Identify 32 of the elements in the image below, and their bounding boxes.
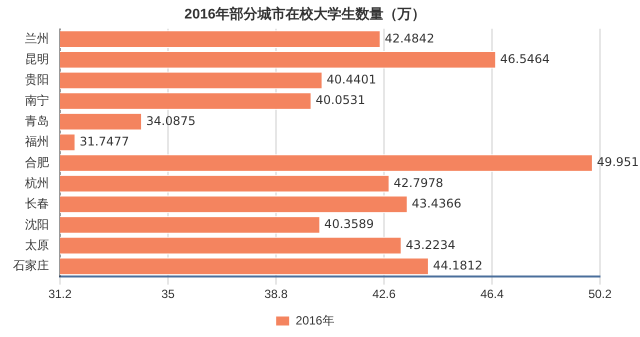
x-tick-label: 50.2 <box>588 287 612 302</box>
x-tick-label: 35 <box>161 287 175 302</box>
y-tick-label: 沈阳 <box>25 217 49 232</box>
data-label: 40.4401 <box>326 72 376 87</box>
data-label: 44.1812 <box>432 258 483 272</box>
y-tick-label: 福州 <box>25 134 49 149</box>
data-label: 43.2234 <box>406 238 456 252</box>
data-label: 34.0875 <box>146 114 196 128</box>
y-tick-label: 太原 <box>25 238 49 252</box>
chart-title: 2016年部分城市在校大学生数量（万） <box>184 5 426 22</box>
y-tick-label: 长春 <box>25 196 49 211</box>
x-tick-label: 31.2 <box>48 287 72 302</box>
data-label: 40.3589 <box>324 217 374 232</box>
x-tick-label: 38.8 <box>264 287 288 302</box>
y-tick-label: 昆明 <box>25 52 49 66</box>
y-tick-label: 青岛 <box>25 114 49 128</box>
y-tick-label: 合肥 <box>25 155 49 170</box>
data-label: 43.4366 <box>412 196 462 210</box>
y-tick-label: 杭州 <box>24 176 49 190</box>
data-label: 40.0531 <box>316 93 366 108</box>
y-tick-label: 兰州 <box>25 31 49 46</box>
y-tick-label: 石家庄 <box>13 258 49 273</box>
x-tick-label: 42.6 <box>372 287 396 302</box>
y-tick-label: 贵阳 <box>25 72 49 87</box>
y-tick-label: 南宁 <box>25 93 49 108</box>
data-label: 49.951 <box>596 155 639 170</box>
x-tick-label: 46.4 <box>480 287 504 302</box>
data-label: 46.5464 <box>500 52 550 66</box>
data-label: 31.7477 <box>80 134 130 148</box>
data-label: 42.7978 <box>394 176 444 190</box>
data-label: 42.4842 <box>384 31 434 46</box>
legend-label: 2016年 <box>296 313 334 328</box>
